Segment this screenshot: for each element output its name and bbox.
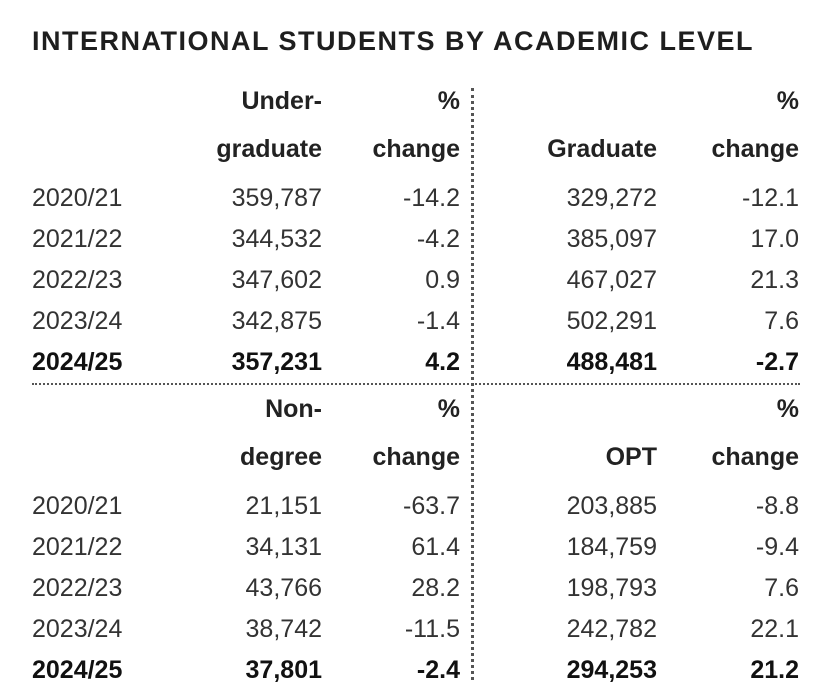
table-cell-right-change: 21.3 [750,266,799,294]
column-header-left-change: change [372,443,460,471]
table-cell-right: 385,097 [566,225,657,253]
row-year-label: 2021/22 [32,533,123,561]
table-cell-left-change: 0.9 [425,266,460,294]
table-cell-right: 329,272 [566,184,657,212]
column-header-left: Non- [265,395,322,423]
table-cell-left: 37,801 [245,656,322,684]
column-header-left-change: change [372,135,460,163]
table-cell-left-change: -2.4 [416,656,460,684]
row-year-label: 2020/21 [32,184,123,212]
column-header-left-change: % [437,395,460,423]
table-cell-right: 467,027 [566,266,657,294]
table-cell-left: 21,151 [245,492,322,520]
table-cell-right-change: -9.4 [755,533,799,561]
table-cell-right: 502,291 [566,307,657,335]
table-cell-left-change: 28.2 [411,574,460,602]
table-cell-right: 184,759 [566,533,657,561]
row-year-label: 2024/25 [32,348,123,376]
row-year-label: 2022/23 [32,574,123,602]
table-cell-left: 342,875 [231,307,322,335]
table-cell-left: 34,131 [245,533,322,561]
table-cell-left-change: -14.2 [403,184,460,212]
column-header-right: OPT [605,443,657,471]
table-cell-left: 344,532 [231,225,322,253]
table-cell-left-change: -63.7 [403,492,460,520]
column-header-left: degree [240,443,322,471]
row-year-label: 2023/24 [32,615,123,643]
table-cell-left: 38,742 [245,615,322,643]
row-year-label: 2020/21 [32,492,123,520]
column-header-right: Graduate [547,135,657,163]
column-header-left: Under- [241,87,322,115]
horizontal-divider [32,383,800,385]
table-cell-right: 294,253 [566,656,657,684]
column-header-left-change: % [437,87,460,115]
table-cell-left-change: 61.4 [411,533,460,561]
table-title: INTERNATIONAL STUDENTS BY ACADEMIC LEVEL [32,26,755,56]
table-cell-right-change: 21.2 [750,656,799,684]
table-cell-left: 359,787 [231,184,322,212]
table-cell-left-change: 4.2 [425,348,460,376]
table-cell-right-change: -12.1 [742,184,799,212]
table-cell-right: 203,885 [566,492,657,520]
table-cell-right-change: -8.8 [755,492,799,520]
column-header-left: graduate [216,135,322,163]
row-year-label: 2024/25 [32,656,123,684]
table-cell-right: 488,481 [566,348,657,376]
table-cell-left: 347,602 [231,266,322,294]
table-cell-left-change: -1.4 [416,307,460,335]
row-year-label: 2021/22 [32,225,123,253]
column-header-right-change: change [711,135,799,163]
table-cell-right: 242,782 [566,615,657,643]
table-cell-left-change: -11.5 [404,615,460,643]
table-cell-right-change: -2.7 [755,348,799,376]
table-cell-right-change: 7.6 [764,307,799,335]
table-cell-right: 198,793 [566,574,657,602]
table-cell-right-change: 22.1 [750,615,799,643]
row-year-label: 2023/24 [32,307,123,335]
column-header-right-change: % [776,87,799,115]
column-header-right-change: % [776,395,799,423]
table-cell-left: 43,766 [245,574,322,602]
table-cell-right-change: 7.6 [764,574,799,602]
table-cell-left-change: -4.2 [416,225,460,253]
table-cell-right-change: 17.0 [750,225,799,253]
table-cell-left: 357,231 [231,348,322,376]
row-year-label: 2022/23 [32,266,123,294]
column-header-right-change: change [711,443,799,471]
